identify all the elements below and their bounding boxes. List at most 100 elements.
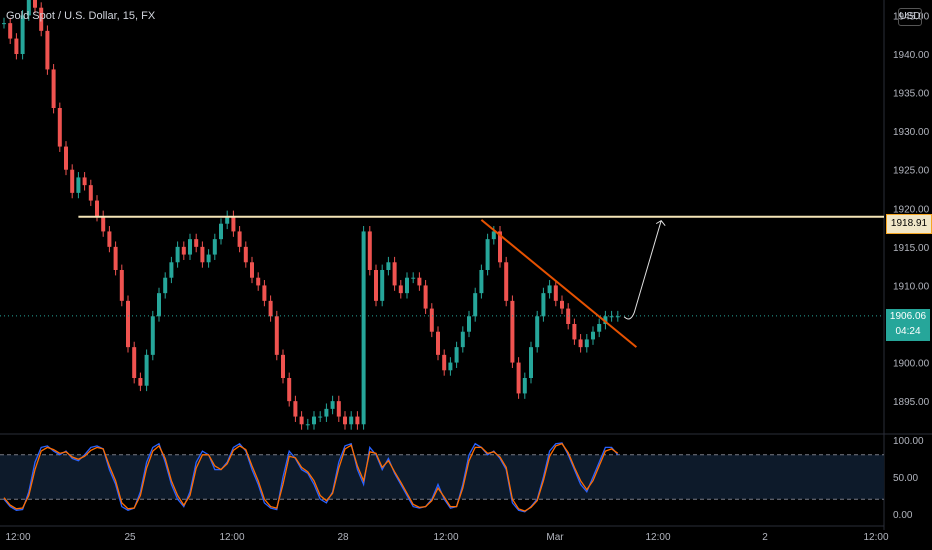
candle-body <box>57 108 62 147</box>
candle-body <box>367 231 372 270</box>
candle-body <box>200 246 205 263</box>
time-tick-label: 12:00 <box>863 532 888 543</box>
candle-body <box>448 362 453 371</box>
time-tick-label: Mar <box>546 532 564 543</box>
projection-arrow[interactable] <box>623 219 666 320</box>
candle-body <box>516 362 521 394</box>
time-tick-label: 12:00 <box>219 532 244 543</box>
candle-body <box>392 262 397 286</box>
candle-body <box>442 354 447 371</box>
candle-body <box>113 246 118 270</box>
candle-body <box>231 216 236 232</box>
level-price-label: 1918.91 <box>886 214 932 234</box>
trendline[interactable] <box>480 219 638 348</box>
candle-body <box>336 401 341 417</box>
candle-body <box>355 416 360 425</box>
candle-body <box>535 316 540 348</box>
candle-body <box>479 270 484 294</box>
candle-body <box>299 416 304 425</box>
price-tick-label: 1940.00 <box>893 50 930 61</box>
candle-body <box>150 316 155 355</box>
candle-body <box>225 216 230 224</box>
candle-body <box>343 416 347 425</box>
price-tick-label: 1935.00 <box>893 89 930 100</box>
time-tick-label: 12:00 <box>5 532 30 543</box>
candle-body <box>547 285 552 294</box>
candle-body <box>70 169 75 193</box>
candle-body <box>591 331 595 340</box>
time-tick-label: 28 <box>337 532 349 543</box>
candle-body <box>615 316 620 318</box>
candle-body <box>274 316 279 355</box>
candle-body <box>553 285 558 301</box>
candle-body <box>398 285 403 294</box>
axes-group: 1945.00 1940.00 1935.00 1930.00 1925.00 1920.… <box>5 11 929 543</box>
candle-body <box>529 347 533 378</box>
candle-body <box>349 416 354 425</box>
candle-body <box>380 270 385 301</box>
candle-body <box>144 354 149 386</box>
stoch-tick-label: 0.00 <box>893 510 913 521</box>
candle-body <box>572 324 577 340</box>
candle-body <box>491 231 496 240</box>
candle-body <box>454 347 459 363</box>
candle-body <box>39 7 44 31</box>
candle-body <box>361 231 366 425</box>
candle-body <box>305 424 310 426</box>
candle-body <box>88 185 93 201</box>
candle-body <box>256 277 261 286</box>
candle-body <box>293 401 298 417</box>
candle-body <box>429 308 434 332</box>
candle-body <box>262 285 267 301</box>
candle-body <box>318 416 323 418</box>
candle-body <box>206 254 211 263</box>
last-price-label: 1906.06 04:24 <box>886 309 930 341</box>
price-tick-label: 1895.00 <box>893 397 930 408</box>
candle-body <box>473 293 478 317</box>
candle-body <box>467 316 471 332</box>
countdown: 04:24 <box>895 326 921 337</box>
candle-body <box>560 300 564 309</box>
candle-body <box>423 285 428 309</box>
candle-body <box>411 277 416 279</box>
candle-body <box>287 378 292 402</box>
candle-body <box>250 262 254 278</box>
candle-body <box>188 239 192 255</box>
currency-button[interactable]: USD <box>898 8 922 26</box>
candles-group <box>2 0 620 430</box>
candle-body <box>101 216 106 232</box>
candle-body <box>20 15 25 54</box>
candle-body <box>169 262 174 278</box>
candle-body <box>8 23 13 39</box>
price-tick-label: 1945.00 <box>893 11 930 22</box>
candle-body <box>119 270 124 301</box>
stoch-series-1 <box>3 442 619 512</box>
candle-body <box>498 231 502 263</box>
price-tick-label: 1925.00 <box>893 166 930 177</box>
candle-body <box>95 200 99 216</box>
candle-body <box>163 277 168 294</box>
candle-body <box>405 277 409 294</box>
time-tick-label: 12:00 <box>433 532 458 543</box>
last-price-value: 1906.06 <box>889 311 927 322</box>
time-tick-label: 25 <box>124 532 136 543</box>
candle-body <box>584 339 589 348</box>
candle-body <box>578 339 583 348</box>
candle-body <box>485 239 490 270</box>
candle-body <box>541 293 546 317</box>
candle-body <box>194 239 199 247</box>
candle-body <box>522 378 527 394</box>
candle-body <box>181 246 186 255</box>
symbol-title: Gold Spot / U.S. Dollar, 15, FX <box>6 10 156 22</box>
candle-body <box>212 239 217 255</box>
candle-body <box>237 231 242 247</box>
candle-body <box>107 231 112 247</box>
candle-body <box>51 69 56 108</box>
price-tick-label: 1920.00 <box>893 204 930 215</box>
candle-body <box>243 246 248 263</box>
candle-body <box>219 223 223 240</box>
candle-body <box>82 177 87 186</box>
candle-body <box>45 30 50 70</box>
candle-body <box>281 354 285 378</box>
